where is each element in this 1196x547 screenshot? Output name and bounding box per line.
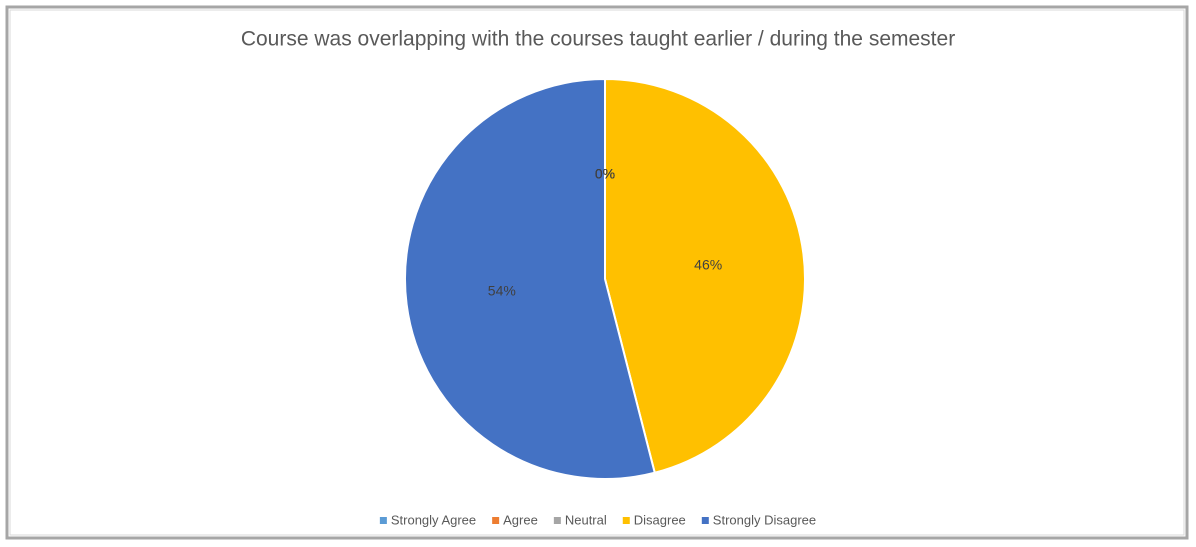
legend-swatch: [622, 517, 630, 524]
legend-swatch: [701, 517, 709, 524]
legend-swatch: [553, 517, 561, 524]
legend-label: Strongly Disagree: [713, 512, 816, 527]
pie-slice: [604, 77, 806, 474]
chart-inner-frame: [9, 9, 1185, 536]
data-label: 46%: [694, 257, 722, 273]
legend-label: Disagree: [634, 512, 686, 527]
data-label: 0%: [595, 166, 615, 182]
legend-label: Strongly Agree: [391, 512, 476, 527]
pie-slice: [404, 77, 656, 480]
legend-label: Neutral: [565, 512, 607, 527]
chart-title: Course was overlapping with the courses …: [241, 28, 955, 51]
legend-swatch: [492, 517, 500, 524]
legend-swatch: [379, 517, 387, 524]
data-label: 0%: [595, 166, 615, 182]
data-label: 0%: [595, 166, 615, 182]
legend-label: Agree: [503, 512, 538, 527]
data-label: 54%: [488, 283, 516, 299]
